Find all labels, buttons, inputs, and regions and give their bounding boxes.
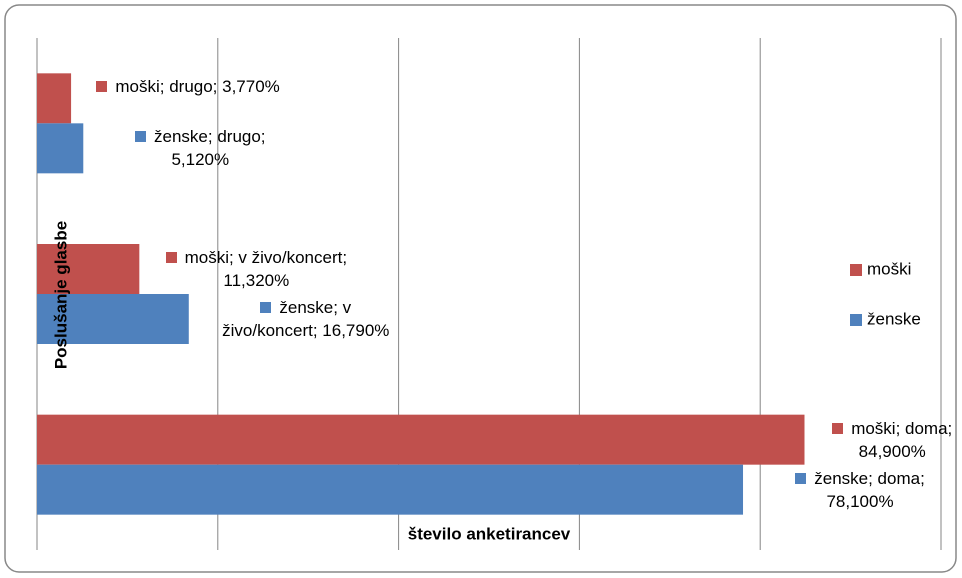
data-label-key <box>135 131 147 143</box>
y-axis-title: Poslušanje glasbe <box>51 221 70 369</box>
data-label: ženske; v živo/koncert; 16,790% <box>211 296 401 342</box>
x-axis-title: število anketirancev <box>408 524 571 543</box>
data-label-key <box>165 252 177 263</box>
legend-label: ženske <box>867 309 921 328</box>
data-label-text: moški; drugo; 3,770% <box>115 77 280 97</box>
legend-swatch <box>850 264 862 276</box>
data-label: ženske; doma; 78,100% <box>765 467 955 513</box>
data-label: ženske; drugo; 5,120% <box>105 125 295 171</box>
data-label-text: ženske; doma; 78,100% <box>814 468 925 511</box>
data-label-text: moški; v živo/koncert; 11,320% <box>184 248 348 290</box>
data-label-key <box>795 472 807 484</box>
data-label: moški; doma; 84,900% <box>826 417 958 463</box>
bar <box>37 123 84 174</box>
bar <box>37 244 140 294</box>
legend-label: moški <box>867 259 911 278</box>
data-label-key <box>96 81 108 93</box>
data-label-key <box>260 302 272 313</box>
bar <box>37 73 72 124</box>
bar <box>37 464 744 515</box>
bar <box>37 414 805 465</box>
data-label-text: ženske; v živo/koncert; 16,790% <box>222 298 390 340</box>
data-label: moški; v živo/koncert; 11,320% <box>161 246 351 292</box>
data-label: moški; drugo; 3,770% <box>93 75 283 98</box>
data-label-text: ženske; drugo; 5,120% <box>154 127 266 170</box>
data-label-key <box>832 422 844 434</box>
data-label-text: moški; doma; 84,900% <box>851 418 953 461</box>
bar <box>37 294 189 344</box>
legend-swatch <box>850 314 862 326</box>
